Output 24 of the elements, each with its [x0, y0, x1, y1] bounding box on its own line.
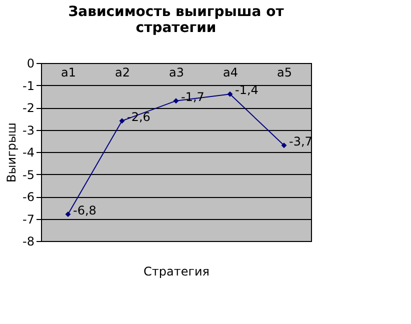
point: [173, 98, 179, 104]
x-tick-label: a1: [61, 66, 76, 80]
x-tick-label: a2: [115, 66, 130, 80]
x-tick-label: a3: [169, 66, 184, 80]
x-axis-title: Стратегия: [143, 264, 210, 278]
y-tick-label: -3: [22, 123, 34, 138]
y-tick-label: -1: [22, 78, 34, 93]
y-tick-label: -7: [22, 212, 34, 226]
point: [65, 212, 71, 218]
y-tick-label: -6: [22, 190, 34, 204]
y-tick-label: -4: [22, 146, 34, 160]
data-label: -6,8: [73, 203, 96, 218]
x-tick-label: a4: [223, 66, 238, 80]
point: [227, 91, 233, 97]
y-tick-label: -8: [22, 234, 34, 248]
y-tick-label: -5: [22, 168, 34, 182]
point: [281, 142, 287, 148]
point: [119, 118, 125, 124]
y-tick-label: -2: [22, 101, 34, 115]
data-label: -3,7: [289, 134, 312, 148]
y-axis-title: Выигрыш: [4, 122, 19, 182]
y-tick-label: 0: [26, 56, 34, 70]
x-tick-label: a5: [277, 66, 292, 80]
chart-title: Зависимость выигрыша от стратегии: [68, 4, 285, 36]
